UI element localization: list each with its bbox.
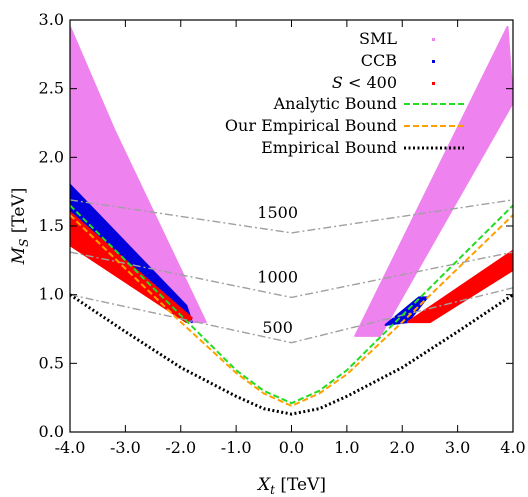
contour-layer bbox=[70, 199, 513, 344]
x-axis-title: Xt [TeV] bbox=[256, 475, 326, 497]
contour-line-500 bbox=[70, 287, 513, 344]
legend-label-s400-cut: < 400 bbox=[343, 73, 397, 92]
legend-entry-analytic-bound: Analytic Bound bbox=[273, 94, 464, 113]
legend: SML CCB S < 400 Analytic Bound Our Empir… bbox=[225, 29, 464, 157]
contour-line-1500 bbox=[70, 199, 513, 234]
x-tick-label-1: -3.0 bbox=[110, 438, 141, 457]
line-empirical-bound bbox=[70, 293, 513, 416]
legend-label-analytic-bound: Analytic Bound bbox=[273, 94, 397, 113]
legend-label-empirical-bound: Empirical Bound bbox=[261, 138, 397, 157]
y-tick-label-2: 1.0 bbox=[39, 285, 64, 304]
y-axis-title: MS [TeV] bbox=[9, 188, 31, 266]
scatter-region-s400-right bbox=[406, 249, 513, 324]
legend-entry-ccb: CCB bbox=[361, 51, 435, 70]
legend-label-our-empirical-bound: Our Empirical Bound bbox=[225, 116, 397, 135]
scatter-layer bbox=[70, 25, 513, 337]
x-axis-unit: [TeV] bbox=[275, 475, 326, 495]
y-tick-label-5: 2.5 bbox=[39, 79, 64, 98]
contour-label-500: 500 bbox=[262, 318, 293, 337]
contour-label-1500: 1500 bbox=[257, 203, 298, 222]
legend-label-ccb: CCB bbox=[361, 51, 397, 70]
y-axis-unit: [TeV] bbox=[9, 188, 29, 239]
x-tick-label-2: -2.0 bbox=[165, 438, 196, 457]
y-tick-label-6: 3.0 bbox=[39, 10, 64, 29]
y-tick-label-1: 0.5 bbox=[39, 353, 64, 372]
x-tick-label-7: 3.0 bbox=[445, 438, 470, 457]
x-tick-label-0: -4.0 bbox=[55, 438, 86, 457]
line-our-empirical-bound bbox=[70, 214, 513, 407]
scatter-region-ccb-left bbox=[70, 183, 193, 324]
x-tick-label-8: 4.0 bbox=[500, 438, 525, 457]
legend-label-sml: SML bbox=[359, 29, 397, 48]
legend-swatch-sml bbox=[432, 38, 435, 41]
legend-entry-sml: SML bbox=[359, 29, 435, 48]
line-analytic-bound bbox=[70, 204, 513, 405]
legend-swatch-s400 bbox=[432, 82, 435, 85]
x-tick-label-3: -1.0 bbox=[221, 438, 252, 457]
contour-line-1000 bbox=[70, 251, 513, 299]
line-layer bbox=[70, 204, 513, 416]
y-tick-label-0: 0.0 bbox=[39, 422, 64, 441]
legend-entry-our-empirical-bound: Our Empirical Bound bbox=[225, 116, 464, 135]
x-axis-subscript: t bbox=[270, 483, 275, 497]
legend-label-s400-symbol: S bbox=[332, 73, 343, 92]
contour-label-1000: 1000 bbox=[257, 267, 298, 286]
legend-entry-s400: S < 400 bbox=[332, 73, 435, 92]
x-axis-symbol: X bbox=[256, 475, 271, 495]
scatter-region-sml-right bbox=[354, 25, 513, 337]
y-tick-label-3: 1.5 bbox=[39, 216, 64, 235]
y-axis-subscript: S bbox=[17, 239, 31, 247]
contour-label-layer: 1500 1000 500 bbox=[257, 203, 298, 337]
x-tick-label-5: 1.0 bbox=[334, 438, 359, 457]
tick-layer: -4.0 -3.0 -2.0 -1.0 0.0 1.0 2.0 3.0 4.0 0.0 0.5 1.0… bbox=[39, 10, 526, 457]
legend-label-s400: S < 400 bbox=[332, 73, 397, 92]
legend-entry-empirical-bound: Empirical Bound bbox=[261, 138, 464, 157]
y-tick-label-4: 2.0 bbox=[39, 147, 64, 166]
x-tick-label-4: 0.0 bbox=[279, 438, 304, 457]
x-tick-label-6: 2.0 bbox=[390, 438, 415, 457]
legend-swatch-ccb bbox=[432, 60, 435, 63]
y-axis-symbol: M bbox=[9, 246, 29, 265]
